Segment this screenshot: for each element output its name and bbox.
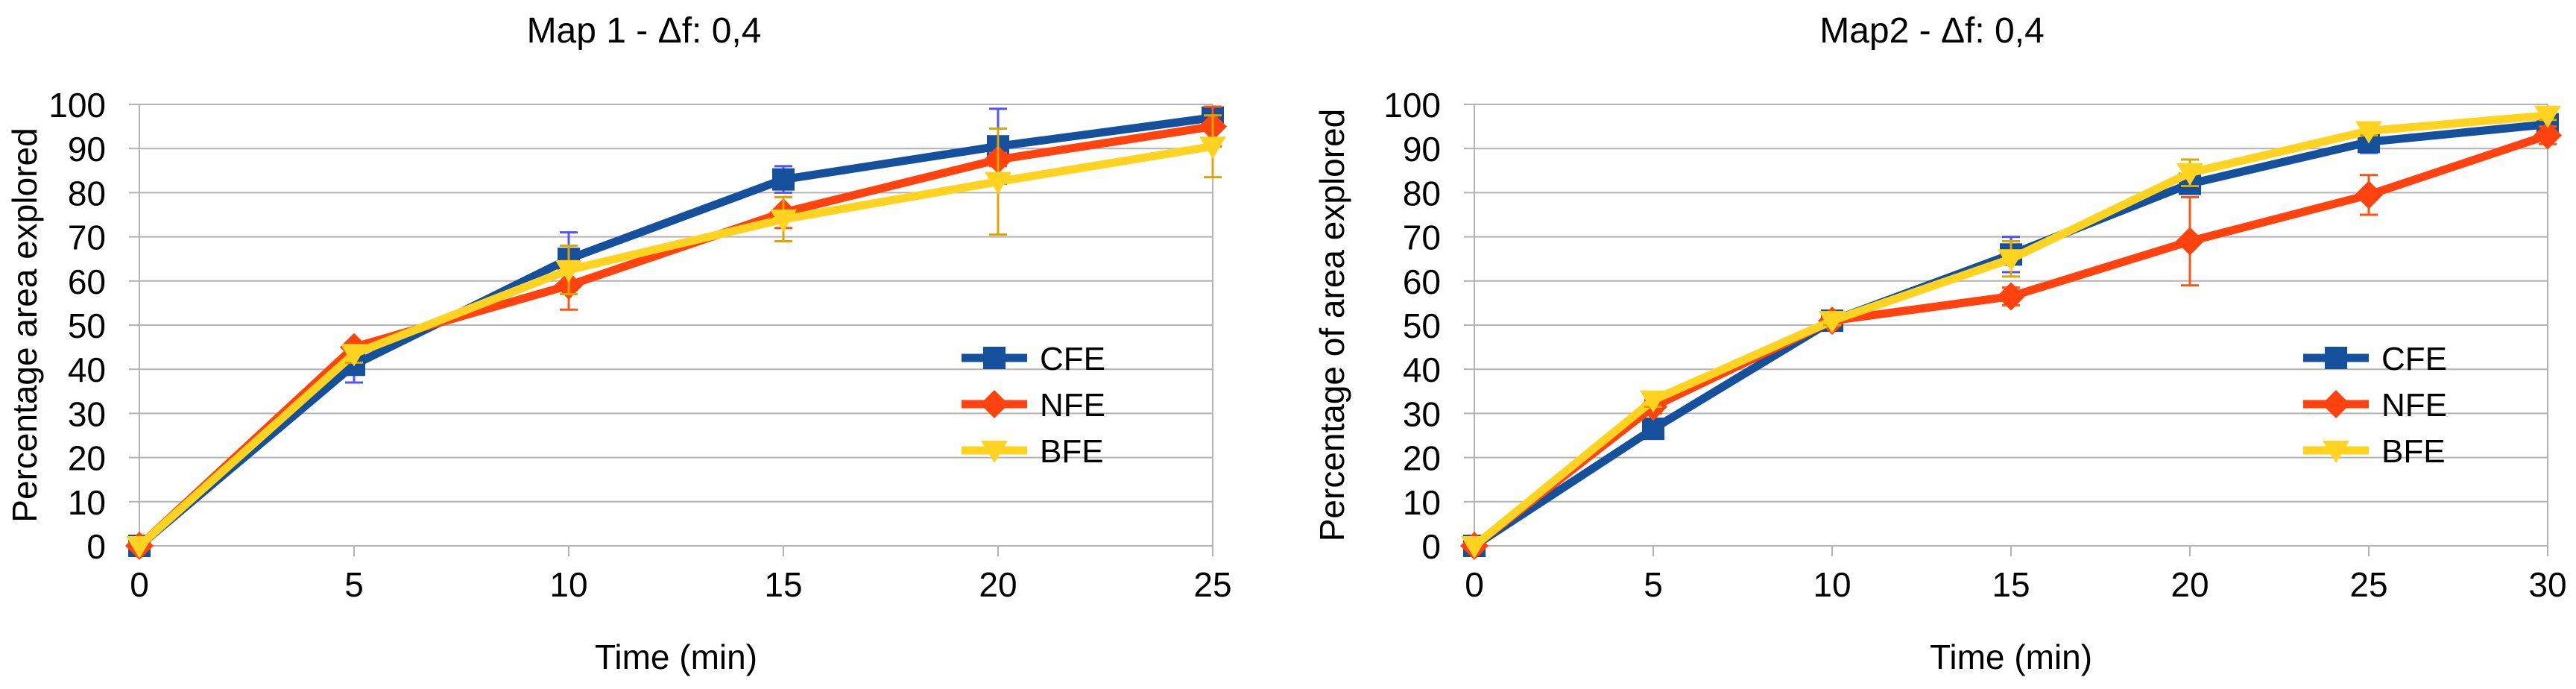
legend-label-BFE: BFE — [2381, 433, 2446, 470]
x-tick-label: 10 — [549, 565, 587, 604]
y-axis-title-map2: Percentage of area explored — [1313, 108, 1351, 542]
data-point-BFE — [2534, 105, 2561, 128]
legend-label-NFE: NFE — [2381, 387, 2447, 424]
x-tick-label: 25 — [2349, 565, 2387, 604]
data-point-BFE — [126, 536, 153, 559]
data-point-BFE — [770, 209, 797, 232]
plot-map1: 0 10 20 30 40 50 60 70 80 90 100 0 5 10 15 20 25 CFE NFE BF… — [48, 86, 1231, 604]
legend-marker-BFE — [2323, 441, 2349, 463]
plot-map2: 0 10 20 30 40 50 60 70 80 90 100 0 5 10 15 20 25 30 CFE NFE… — [1383, 86, 2566, 604]
legend-marker-CFE — [2325, 347, 2347, 369]
data-point-CFE — [1642, 418, 1664, 441]
y-tick-label: 0 — [1421, 527, 1441, 566]
data-point-NFE — [2355, 180, 2383, 210]
x-axis-title-map1: Time (min) — [594, 638, 758, 676]
x-tick-label: 5 — [344, 565, 364, 604]
y-tick-label: 80 — [68, 174, 106, 213]
x-tick-label: 15 — [764, 565, 802, 604]
legend-item-BFE: BFE — [2303, 433, 2446, 470]
data-point-BFE — [2355, 121, 2382, 144]
data-point-NFE — [2176, 227, 2204, 256]
y-tick-label: 20 — [68, 439, 106, 478]
legend-item-CFE: CFE — [962, 341, 1105, 377]
y-tick-label: 20 — [1403, 439, 1441, 478]
data-point-BFE — [1640, 390, 1667, 413]
x-tick-label: 20 — [2171, 565, 2209, 604]
legend-label-BFE: BFE — [1040, 433, 1104, 470]
data-point-BFE — [1998, 249, 2024, 272]
y-tick-label: 90 — [68, 130, 106, 169]
x-tick-label: 20 — [979, 565, 1017, 604]
x-axis-title-map2: Time (min) — [1929, 638, 2093, 676]
y-tick-label: 60 — [68, 262, 106, 301]
y-tick-label: 30 — [68, 394, 106, 433]
chart-panel-map1: 0 10 20 30 40 50 60 70 80 90 100 0 5 10 15 20 25 CFE NFE BF… — [5, 11, 1232, 676]
legend-item-NFE: NFE — [2303, 387, 2447, 424]
x-tick-label: 0 — [1465, 565, 1484, 604]
y-tick-label: 40 — [68, 350, 106, 389]
y-tick-label: 70 — [1403, 218, 1441, 257]
series-line-BFE — [1471, 111, 2548, 550]
data-point-NFE — [2534, 121, 2562, 150]
series-line-NFE — [136, 122, 1213, 550]
legend-item-CFE: CFE — [2303, 341, 2447, 377]
y-tick-label: 50 — [68, 306, 106, 345]
y-tick-label: 60 — [1403, 262, 1441, 301]
data-point-BFE — [985, 172, 1011, 195]
legend-label-CFE: CFE — [1040, 341, 1105, 377]
y-tick-label: 50 — [1403, 306, 1441, 345]
x-tick-label: 25 — [1193, 565, 1231, 604]
x-tick-label: 5 — [1644, 565, 1663, 604]
data-point-BFE — [341, 344, 367, 367]
data-point-BFE — [1461, 536, 1488, 559]
data-point-BFE — [555, 260, 582, 283]
y-tick-label: 0 — [86, 527, 106, 566]
legend-item-NFE: NFE — [962, 387, 1105, 424]
chart-panel-map2: 0 10 20 30 40 50 60 70 80 90 100 0 5 10 15 20 25 30 CFE NFE… — [1288, 0, 2576, 689]
series-line-BFE — [136, 142, 1213, 550]
y-tick-label: 80 — [1403, 174, 1441, 213]
data-point-BFE — [1819, 311, 1846, 334]
x-tick-label: 0 — [130, 565, 149, 604]
legend-item-BFE: BFE — [962, 433, 1104, 470]
y-tick-label: 70 — [68, 218, 106, 257]
data-point-NFE — [1997, 282, 2025, 311]
chart-title-map1: Map 1 - Δf: 0,4 — [526, 11, 762, 51]
data-point-BFE — [2176, 163, 2203, 186]
y-axis-title-map1: Percentage area explored — [5, 128, 44, 523]
y-tick-label: 10 — [68, 483, 106, 522]
x-tick-label: 30 — [2528, 565, 2566, 604]
y-tick-label: 90 — [1403, 130, 1441, 169]
y-tick-label: 40 — [1403, 350, 1441, 389]
legend-marker-CFE — [983, 347, 1006, 369]
legend-marker-NFE — [2322, 390, 2350, 418]
series-line-CFE — [136, 113, 1213, 550]
x-tick-label: 15 — [1992, 565, 2030, 604]
data-point-CFE — [772, 168, 795, 191]
y-tick-label: 30 — [1403, 394, 1441, 433]
data-point-BFE — [1199, 136, 1226, 160]
legend-label-NFE: NFE — [1040, 387, 1105, 424]
y-tick-label: 100 — [1383, 86, 1441, 125]
legend-marker-BFE — [981, 441, 1008, 463]
y-tick-label: 100 — [48, 86, 106, 125]
x-tick-label: 10 — [1813, 565, 1851, 604]
legend-label-CFE: CFE — [2381, 341, 2447, 377]
legend-marker-NFE — [980, 390, 1008, 418]
chart-title-map2: Map2 - Δf: 0,4 — [1819, 11, 2045, 51]
y-tick-label: 10 — [1403, 483, 1441, 522]
